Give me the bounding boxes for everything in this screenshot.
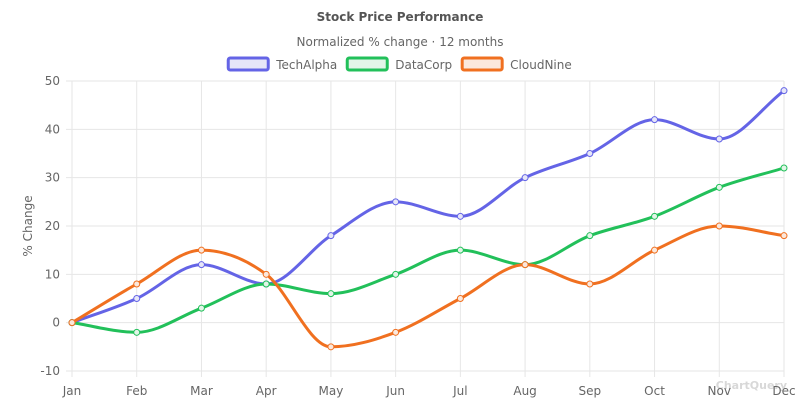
data-point-techalpha-nov[interactable] (715, 135, 723, 143)
data-point-cloudnine-aug[interactable] (521, 261, 529, 269)
data-point-datacorp-jun[interactable] (392, 270, 400, 278)
data-point-cloudnine-jul[interactable] (456, 295, 464, 302)
series-lines (68, 87, 788, 351)
series-datacorp (68, 164, 788, 336)
grid (66, 80, 785, 377)
y-tick-label: 20 (45, 219, 60, 233)
legend-item-techalpha[interactable]: TechAlpha (226, 56, 337, 72)
y-tick-label: 40 (45, 122, 60, 136)
y-axis-title: % Change (21, 195, 35, 256)
data-point-cloudnine-nov[interactable] (715, 222, 723, 230)
data-point-cloudnine-jan[interactable] (68, 319, 76, 327)
legend-swatch-techalpha (226, 56, 270, 72)
data-point-datacorp-oct[interactable] (651, 212, 659, 220)
data-point-cloudnine-jun[interactable] (392, 328, 400, 336)
data-point-cloudnine-sep[interactable] (586, 280, 594, 288)
legend: TechAlpha DataCorp CloudNine (226, 56, 572, 72)
data-point-techalpha-oct[interactable] (651, 116, 659, 124)
data-point-cloudnine-apr[interactable] (262, 270, 270, 278)
x-tick-label: Dec (772, 384, 795, 398)
y-tick-label: 0 (52, 316, 60, 330)
data-point-techalpha-jul[interactable] (456, 212, 464, 220)
chart-title: Stock Price Performance (317, 10, 484, 24)
data-point-techalpha-feb[interactable] (133, 295, 141, 302)
x-tick-label: Jul (452, 384, 467, 398)
legend-label-techalpha: TechAlpha (275, 58, 337, 72)
data-point-datacorp-mar[interactable] (197, 304, 205, 312)
data-point-cloudnine-mar[interactable] (197, 246, 205, 254)
watermark: ChartQuery (716, 379, 787, 392)
y-tick-label: 30 (45, 171, 60, 185)
chart-subtitle: Normalized % change · 12 months (297, 35, 504, 49)
x-tick-label: Jun (385, 384, 405, 398)
series-line-cloudnine (70, 224, 786, 349)
data-point-cloudnine-may[interactable] (327, 343, 335, 351)
y-tick-label: -10 (40, 364, 60, 378)
data-point-datacorp-nov[interactable] (715, 183, 723, 191)
data-point-datacorp-feb[interactable] (133, 328, 141, 336)
legend-label-cloudnine: CloudNine (510, 58, 572, 72)
data-point-techalpha-sep[interactable] (586, 150, 594, 157)
x-tick-label: Aug (513, 384, 536, 398)
x-tick-label: Sep (579, 384, 602, 398)
data-point-techalpha-dec[interactable] (780, 87, 788, 95)
legend-item-datacorp[interactable]: DataCorp (345, 56, 452, 72)
series-line-datacorp (70, 166, 786, 334)
x-axis-ticks: Jan Feb Mar Apr May Jun Jul Aug Sep Oct Nov Dec (62, 384, 796, 398)
x-tick-label: Nov (708, 384, 731, 398)
x-tick-label: Oct (644, 384, 665, 398)
x-tick-label: May (319, 384, 344, 398)
data-point-techalpha-mar[interactable] (197, 261, 205, 269)
x-tick-label: Jan (62, 384, 82, 398)
y-axis-ticks: -10 0 10 20 30 40 50 (40, 74, 60, 378)
data-point-cloudnine-oct[interactable] (651, 246, 659, 254)
x-tick-label: Feb (126, 384, 147, 398)
data-point-datacorp-may[interactable] (327, 290, 335, 298)
legend-swatch-datacorp (345, 56, 389, 72)
data-point-datacorp-dec[interactable] (780, 164, 788, 172)
y-tick-label: 10 (45, 267, 60, 281)
data-point-datacorp-jul[interactable] (456, 246, 464, 254)
data-point-datacorp-apr[interactable] (262, 280, 270, 288)
data-point-datacorp-sep[interactable] (586, 232, 594, 240)
series-cloudnine (68, 222, 788, 351)
x-tick-label: Apr (256, 384, 277, 398)
x-tick-label: Mar (190, 384, 213, 398)
data-point-cloudnine-dec[interactable] (780, 232, 788, 240)
legend-item-cloudnine[interactable]: CloudNine (460, 56, 572, 72)
data-point-techalpha-may[interactable] (327, 232, 335, 240)
y-tick-label: 50 (45, 74, 60, 88)
legend-swatch-cloudnine (460, 56, 504, 72)
data-point-cloudnine-feb[interactable] (133, 280, 141, 288)
data-point-techalpha-aug[interactable] (521, 174, 529, 182)
legend-label-datacorp: DataCorp (395, 58, 452, 72)
data-point-techalpha-jun[interactable] (392, 198, 400, 206)
